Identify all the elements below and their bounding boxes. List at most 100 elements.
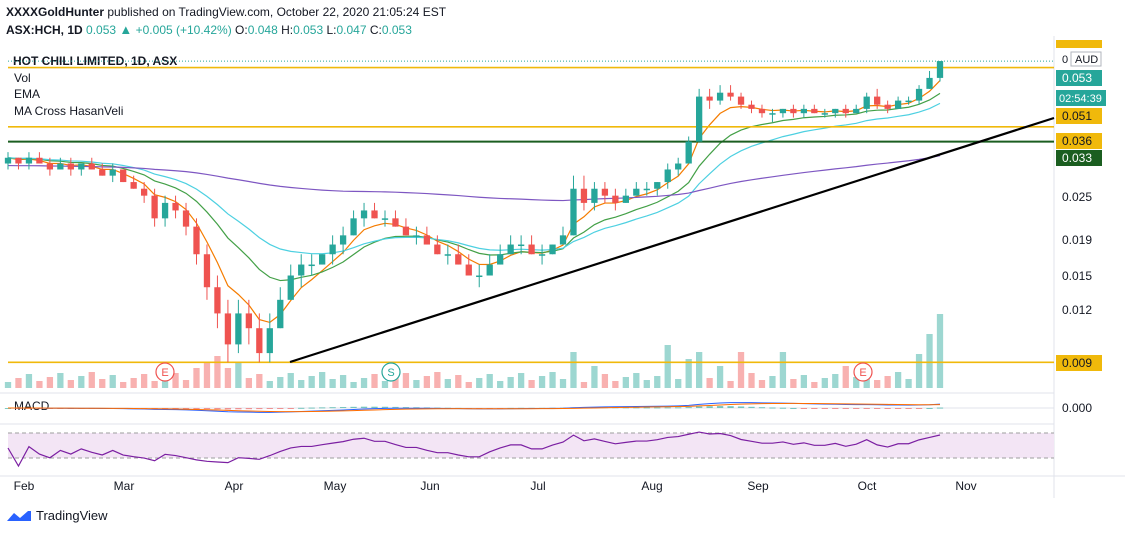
candle-body — [4, 157, 12, 164]
candle-body — [559, 235, 567, 245]
volume-bar — [277, 377, 284, 388]
close-value: 0.053 — [381, 23, 412, 37]
macd-histogram-bar — [224, 408, 232, 410]
macd-histogram-bar — [559, 407, 567, 409]
volume-bar — [203, 362, 211, 388]
macd-axis-label: 0.000 — [1062, 401, 1092, 415]
macd-histogram-bar — [57, 408, 64, 409]
volume-bar — [874, 380, 881, 388]
volume-bar — [811, 382, 818, 388]
candle-body — [570, 188, 577, 236]
volume-bar — [696, 352, 703, 388]
event-marker — [381, 362, 401, 382]
legend-macd[interactable]: MACD — [14, 399, 50, 413]
candle-body — [360, 210, 368, 219]
candle-body — [486, 264, 493, 276]
volume-bar — [182, 380, 190, 388]
macd-histogram-bar — [182, 408, 190, 409]
volume-bar — [559, 379, 567, 388]
ma-green-line — [7, 92, 941, 282]
volume-bar — [528, 380, 535, 388]
volume-bar — [319, 372, 326, 388]
candle-body — [434, 244, 441, 255]
macd-pane — [4, 402, 1054, 413]
macd-histogram-bar — [507, 407, 514, 409]
macd-histogram-bar — [298, 407, 305, 409]
candle-body — [675, 163, 682, 170]
macd-histogram-bar — [832, 408, 839, 409]
candle-body — [685, 141, 692, 164]
volume-bar — [800, 375, 808, 388]
candle-body — [140, 188, 148, 196]
candles — [4, 61, 944, 363]
rsi-band — [8, 433, 1054, 458]
price-tick-label: 0.025 — [1062, 190, 1092, 204]
macd-histogram-bar — [455, 407, 462, 409]
candle-body — [894, 100, 902, 109]
volume-bar — [633, 373, 640, 388]
volume-bar — [444, 379, 451, 388]
ticker: ASX:HCH, 1D — [6, 23, 83, 37]
low-value: 0.047 — [336, 23, 367, 37]
volume-bar — [612, 381, 619, 388]
ma-cyan-line — [7, 102, 941, 255]
candle-body — [926, 77, 933, 89]
macd-histogram-bar — [612, 407, 619, 409]
candle-body — [298, 264, 305, 276]
candle-body — [654, 182, 661, 189]
macd-histogram-bar — [392, 406, 399, 408]
legend-ema[interactable]: EMA — [14, 87, 41, 101]
candle-body — [580, 188, 588, 203]
volume-bar — [266, 381, 273, 388]
symbol-title[interactable]: HOT CHILI LIMITED, 1D, ASX — [13, 54, 178, 68]
macd-histogram-bar — [486, 408, 493, 409]
candle-body — [88, 163, 95, 170]
candle-body — [664, 169, 671, 183]
candle-body — [790, 108, 797, 114]
legend-ma-cross[interactable]: MA Cross HasanVeli — [14, 104, 124, 118]
last-price: 0.053 — [86, 23, 117, 37]
macd-histogram-bar — [926, 407, 933, 409]
volume-bar — [654, 376, 661, 388]
volume-bar — [497, 381, 504, 388]
macd-histogram-bar — [758, 407, 766, 409]
macd-histogram-bar — [120, 408, 127, 409]
time-tick-label: Nov — [955, 479, 976, 493]
volume-bar — [193, 368, 200, 388]
volume-bar — [109, 375, 116, 388]
legend-rsi[interactable]: RSI — [14, 435, 35, 449]
rsi-pane — [7, 431, 1054, 468]
volume-bar — [915, 354, 923, 388]
candle-body — [25, 157, 33, 164]
volume-bar — [748, 373, 755, 388]
volume-bar — [287, 373, 294, 388]
volume-bar — [926, 334, 933, 388]
volume-bar — [392, 377, 399, 388]
volume-bar — [99, 379, 106, 388]
tradingview-logo[interactable]: TradingView — [6, 508, 108, 523]
macd-histogram-bar — [497, 408, 504, 409]
candle-body — [57, 163, 64, 170]
macd-histogram-bar — [706, 406, 713, 408]
macd-histogram-bar — [654, 407, 661, 409]
candle-body — [758, 108, 766, 114]
candle-body — [371, 210, 378, 219]
tradingview-logo-icon — [7, 510, 31, 521]
time-tick-label: Jul — [530, 479, 545, 493]
price-label: 0.053 — [1062, 71, 1092, 85]
macd-histogram-bar — [591, 407, 598, 409]
volume-bar — [88, 372, 95, 388]
candle-body — [696, 96, 703, 142]
candle-body — [832, 108, 839, 114]
volume-bar — [4, 382, 12, 388]
volume-bar — [381, 381, 389, 388]
macd-histogram-bar — [538, 407, 546, 409]
price-axis-bg — [1054, 36, 1125, 498]
volume-bar — [161, 377, 169, 388]
legend-vol[interactable]: Vol — [14, 71, 31, 85]
author[interactable]: XXXXGoldHunter — [6, 5, 105, 19]
countdown-box — [1056, 90, 1106, 106]
macd-histogram-bar — [811, 408, 818, 409]
candle-body — [130, 182, 137, 189]
